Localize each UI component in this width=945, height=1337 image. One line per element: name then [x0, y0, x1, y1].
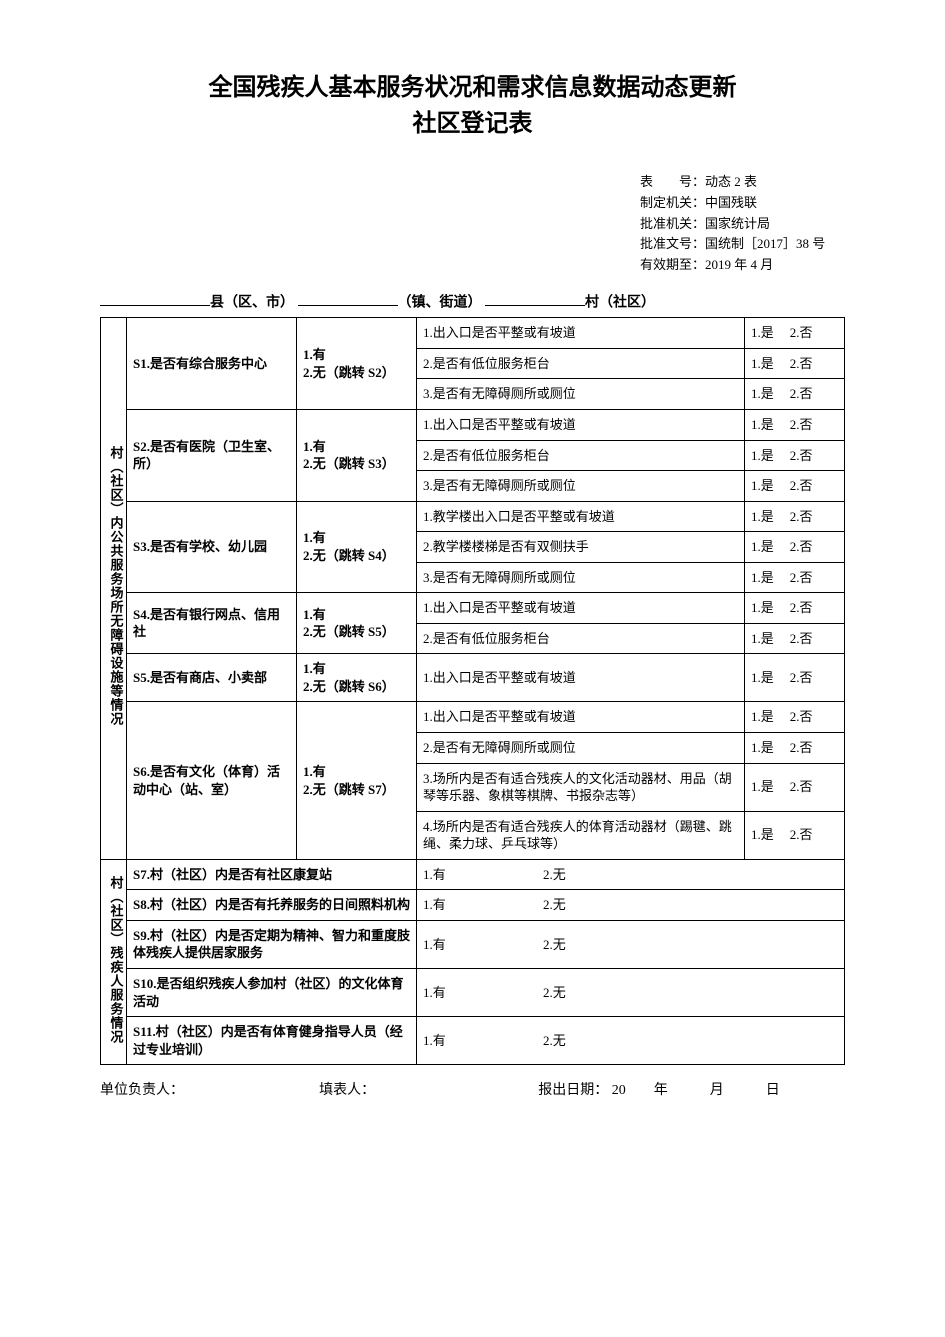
meta-label: 批准文号： — [640, 234, 705, 255]
meta-value: 动态 2 表 — [705, 174, 757, 189]
yn-cell: 1.是2.否 — [745, 593, 845, 624]
s4-options: 1.有2.无（跳转 S5） — [297, 593, 417, 654]
loc-county: 县（区、市） — [210, 295, 294, 310]
s4-sub1: 1.出入口是否平整或有坡道 — [417, 593, 745, 624]
yw-cell: 1.有2.无 — [417, 968, 845, 1016]
yn-cell: 1.是2.否 — [745, 532, 845, 563]
s7-question: S7.村（社区）内是否有社区康复站 — [127, 859, 417, 890]
section2-label: 村（社区）残疾人服务情况 — [101, 859, 127, 1064]
document-title: 全国残疾人基本服务状况和需求信息数据动态更新 社区登记表 — [100, 70, 845, 142]
s2-question: S2.是否有医院（卫生室、所） — [127, 410, 297, 502]
loc-village: 村（社区） — [585, 295, 655, 310]
meta-label: 有效期至： — [640, 255, 705, 276]
footer-filler: 填表人： — [319, 1079, 538, 1099]
s2-sub3: 3.是否有无障碍厕所或厕位 — [417, 471, 745, 502]
s5-options: 1.有2.无（跳转 S6） — [297, 654, 417, 702]
s3-options: 1.有2.无（跳转 S4） — [297, 501, 417, 593]
s6-sub4: 4.场所内是否有适合残疾人的体育活动器材（踢毽、跳绳、柔力球、乒乓球等） — [417, 811, 745, 859]
s11-question: S11.村（社区）内是否有体育健身指导人员（经过专业培训） — [127, 1017, 417, 1065]
s5-sub1: 1.出入口是否平整或有坡道 — [417, 654, 745, 702]
title-line-2: 社区登记表 — [100, 106, 845, 142]
s2-sub2: 2.是否有低位服务柜台 — [417, 440, 745, 471]
s6-question: S6.是否有文化（体育）活动中心（站、室） — [127, 702, 297, 859]
yn-cell: 1.是2.否 — [745, 318, 845, 349]
location-row: 县（区、市） （镇、街道） 村（社区） — [100, 291, 845, 311]
s2-sub1: 1.出入口是否平整或有坡道 — [417, 410, 745, 441]
main-table: 村（社区）内公共服务场所无障碍设施等情况 S1.是否有综合服务中心 1.有2.无… — [100, 317, 845, 1065]
meta-label: 批准机关： — [640, 214, 705, 235]
s6-options: 1.有2.无（跳转 S7） — [297, 702, 417, 859]
yn-cell: 1.是2.否 — [745, 562, 845, 593]
s5-question: S5.是否有商店、小卖部 — [127, 654, 297, 702]
yw-cell: 1.有2.无 — [417, 890, 845, 921]
yn-cell: 1.是2.否 — [745, 623, 845, 654]
s1-sub3: 3.是否有无障碍厕所或厕位 — [417, 379, 745, 410]
s9-question: S9.村（社区）内是否定期为精神、智力和重度肢体残疾人提供居家服务 — [127, 920, 417, 968]
yn-cell: 1.是2.否 — [745, 702, 845, 733]
meta-value: 中国残联 — [705, 195, 757, 210]
s4-question: S4.是否有银行网点、信用社 — [127, 593, 297, 654]
meta-label: 制定机关： — [640, 193, 705, 214]
s3-sub1: 1.教学楼出入口是否平整或有坡道 — [417, 501, 745, 532]
s1-sub1: 1.出入口是否平整或有坡道 — [417, 318, 745, 349]
yn-cell: 1.是2.否 — [745, 733, 845, 764]
yn-cell: 1.是2.否 — [745, 763, 845, 811]
meta-value: 2019 年 4 月 — [705, 257, 773, 272]
s6-sub2: 2.是否有无障碍厕所或厕位 — [417, 733, 745, 764]
footer-row: 单位负责人： 填表人： 报出日期： 20 年 月 日 — [100, 1079, 845, 1099]
footer-date: 报出日期： 20 年 月 日 — [538, 1079, 845, 1099]
yn-cell: 1.是2.否 — [745, 440, 845, 471]
yw-cell: 1.有2.无 — [417, 920, 845, 968]
s3-question: S3.是否有学校、幼儿园 — [127, 501, 297, 593]
s4-sub2: 2.是否有低位服务柜台 — [417, 623, 745, 654]
s6-sub3: 3.场所内是否有适合残疾人的文化活动器材、用品（胡琴等乐器、象棋等棋牌、书报杂志… — [417, 763, 745, 811]
yw-cell: 1.有2.无 — [417, 859, 845, 890]
s3-sub2: 2.教学楼楼梯是否有双侧扶手 — [417, 532, 745, 563]
yn-cell: 1.是2.否 — [745, 410, 845, 441]
s2-options: 1.有2.无（跳转 S3） — [297, 410, 417, 502]
yn-cell: 1.是2.否 — [745, 811, 845, 859]
yn-cell: 1.是2.否 — [745, 471, 845, 502]
s1-sub2: 2.是否有低位服务柜台 — [417, 348, 745, 379]
yw-cell: 1.有2.无 — [417, 1017, 845, 1065]
yn-cell: 1.是2.否 — [745, 379, 845, 410]
meta-block: 表 号：动态 2 表 制定机关：中国残联 批准机关：国家统计局 批准文号：国统制… — [640, 172, 845, 276]
s8-question: S8.村（社区）内是否有托养服务的日间照料机构 — [127, 890, 417, 921]
yn-cell: 1.是2.否 — [745, 654, 845, 702]
meta-value: 国家统计局 — [705, 216, 770, 231]
yn-cell: 1.是2.否 — [745, 501, 845, 532]
title-line-1: 全国残疾人基本服务状况和需求信息数据动态更新 — [100, 70, 845, 106]
s1-question: S1.是否有综合服务中心 — [127, 318, 297, 410]
meta-value: 国统制［2017］38 号 — [705, 236, 825, 251]
s6-sub1: 1.出入口是否平整或有坡道 — [417, 702, 745, 733]
meta-label: 表 号： — [640, 172, 705, 193]
s3-sub3: 3.是否有无障碍厕所或厕位 — [417, 562, 745, 593]
loc-town: （镇、街道） — [398, 295, 482, 310]
footer-leader: 单位负责人： — [100, 1079, 319, 1099]
s10-question: S10.是否组织残疾人参加村（社区）的文化体育活动 — [127, 968, 417, 1016]
s1-options: 1.有2.无（跳转 S2） — [297, 318, 417, 410]
yn-cell: 1.是2.否 — [745, 348, 845, 379]
section1-label: 村（社区）内公共服务场所无障碍设施等情况 — [101, 318, 127, 859]
